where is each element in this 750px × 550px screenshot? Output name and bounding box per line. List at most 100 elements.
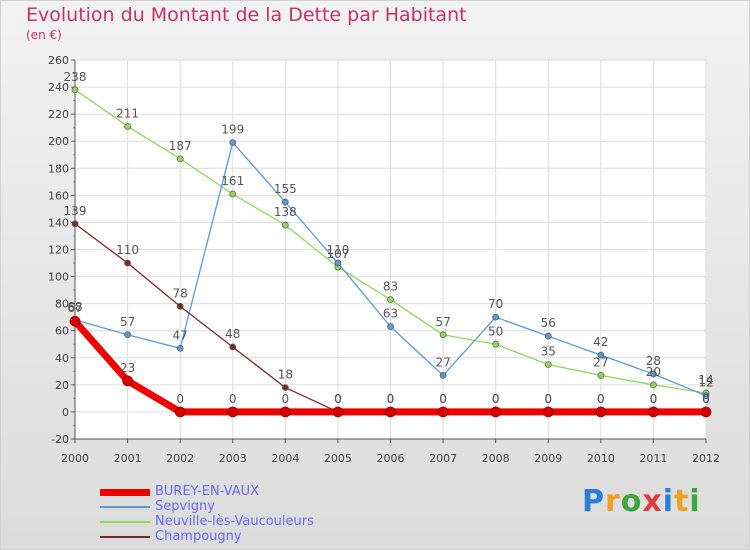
data-label: 0 [702, 392, 710, 406]
data-label: 57 [435, 315, 450, 329]
data-point [492, 340, 500, 348]
data-label: 14 [698, 373, 713, 387]
y-tick-label: 60 [55, 325, 69, 338]
data-label: 138 [274, 205, 297, 219]
data-point [279, 406, 291, 418]
data-label: 68 [67, 300, 82, 314]
data-label: 0 [439, 392, 447, 406]
x-tick-label: 2001 [114, 452, 142, 465]
y-tick-label: 140 [48, 216, 69, 229]
data-label: 78 [173, 286, 188, 300]
data-point [281, 198, 289, 206]
data-point [387, 323, 394, 331]
y-tick-label: 180 [48, 162, 69, 175]
x-tick-label: 2007 [429, 452, 457, 465]
data-label: 48 [225, 327, 240, 341]
y-tick-label: 100 [48, 271, 69, 284]
data-point [281, 221, 289, 229]
x-tick-label: 2003 [219, 452, 247, 465]
y-tick-label: 240 [48, 81, 69, 94]
data-point [492, 313, 500, 321]
data-label: 0 [492, 392, 500, 406]
data-label: 0 [544, 392, 552, 406]
x-tick-label: 2008 [482, 452, 510, 465]
data-point [176, 303, 184, 310]
data-point [69, 315, 81, 327]
legend-swatch [100, 521, 150, 523]
data-label: 0 [176, 392, 184, 406]
data-label: 0 [282, 392, 290, 406]
data-label: 56 [541, 316, 556, 330]
data-point [437, 406, 449, 418]
data-label: 42 [593, 335, 608, 349]
legend-swatch [100, 488, 150, 496]
x-tick-label: 2010 [587, 452, 615, 465]
data-label: 211 [116, 106, 139, 120]
x-tick-label: 2000 [61, 452, 89, 465]
data-label: 0 [544, 392, 552, 406]
x-tick-label: 2011 [639, 452, 667, 465]
y-tick-label: -20 [51, 433, 69, 446]
x-tick-label: 2009 [534, 452, 562, 465]
data-point [71, 86, 79, 94]
logo-letter: x [642, 484, 663, 519]
data-point [387, 296, 394, 303]
data-point [650, 381, 657, 389]
data-point [490, 406, 502, 418]
data-point [544, 332, 552, 340]
data-point [124, 259, 131, 267]
y-tick-label: 0 [62, 406, 69, 419]
data-label: 20 [646, 365, 661, 379]
data-label: 63 [383, 307, 398, 321]
data-label: 155 [274, 182, 297, 196]
data-point [542, 406, 554, 418]
data-point [124, 122, 131, 130]
data-label: 0 [650, 392, 658, 406]
data-label: 35 [541, 345, 556, 359]
data-label: 0 [387, 392, 395, 406]
data-point [648, 406, 659, 418]
data-label: 0 [702, 392, 710, 406]
data-label: 0 [229, 392, 237, 406]
y-tick-label: 20 [55, 379, 69, 392]
x-tick-label: 2006 [377, 452, 405, 465]
x-tick-label: 2002 [166, 452, 194, 465]
legend-label: BUREY-EN-VAUX [155, 484, 260, 499]
data-point [229, 190, 237, 198]
data-point [176, 155, 184, 163]
data-point [332, 406, 344, 418]
data-point [385, 406, 396, 418]
data-label: 110 [116, 243, 139, 257]
logo-letter: o [620, 484, 643, 519]
x-tick-label: 2004 [271, 452, 299, 465]
data-label: 0 [492, 392, 500, 406]
data-point [650, 370, 657, 378]
legend-swatch [100, 506, 150, 508]
y-tick-label: 160 [48, 189, 69, 202]
data-label: 18 [278, 368, 293, 382]
y-tick-label: 260 [48, 54, 69, 67]
data-label: 12 [698, 376, 713, 390]
legend-label: Champougny [155, 529, 242, 544]
data-point [439, 331, 447, 339]
data-label: 107 [326, 247, 349, 261]
proxiti-logo: Proxiti [582, 484, 701, 519]
legend-label: Neuville-lès-Vaucouleurs [155, 514, 314, 529]
data-point [595, 406, 607, 418]
logo-letter: i [689, 484, 701, 519]
data-point [176, 344, 184, 352]
data-point [174, 406, 186, 418]
data-label: 0 [334, 392, 342, 406]
data-point [122, 375, 133, 387]
legend-swatch [100, 536, 150, 538]
logo-letter: i [662, 484, 675, 519]
data-label: 23 [120, 361, 135, 375]
data-point [124, 331, 131, 339]
data-point [597, 372, 605, 379]
y-tick-label: 200 [48, 135, 69, 148]
data-point [702, 392, 710, 400]
logo-letter: P [582, 484, 605, 519]
data-label: 0 [597, 392, 605, 406]
data-label: 27 [435, 355, 450, 369]
